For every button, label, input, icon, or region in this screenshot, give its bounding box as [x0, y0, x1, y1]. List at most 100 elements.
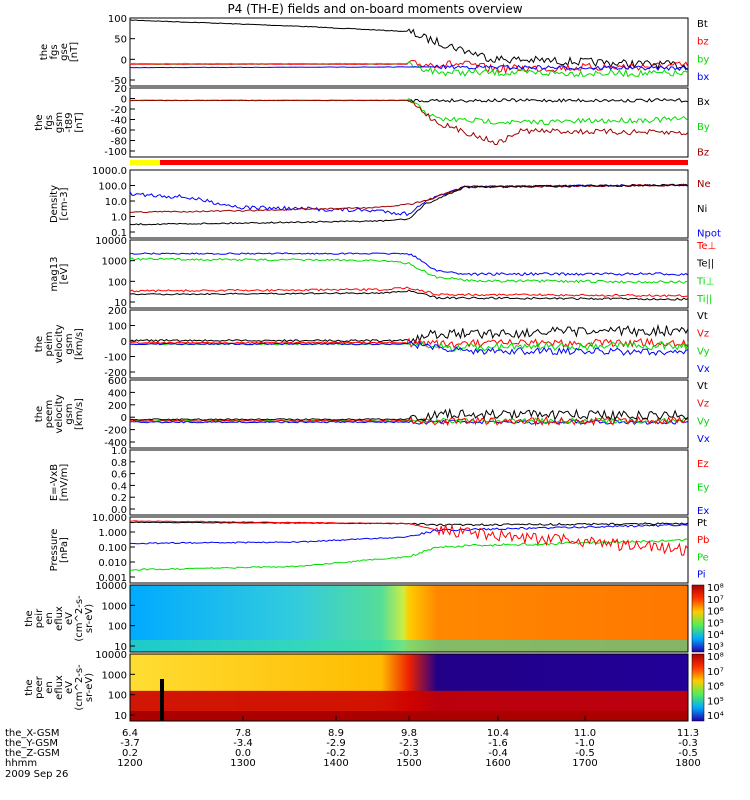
y-tick-label: -100	[104, 353, 127, 364]
x-tick-label: -3.4	[233, 738, 253, 749]
series-p6-3	[129, 407, 689, 422]
panel-p10: 10⁸ 10⁷ 10⁶ 10⁵ 10⁴ 10000 1000 100 10 the peer en ef…	[24, 650, 724, 722]
y-tick-label: 50	[114, 35, 127, 46]
panel-p2: 200-20-40-60-80-100 the fgs gsm -t89 [nT] Bx By…	[34, 84, 710, 158]
y-tick-label: 600	[108, 376, 127, 387]
y-tick-label: 200	[108, 401, 127, 412]
y-axis-label: Pressure	[49, 529, 60, 572]
x-tick-label: 1300	[230, 758, 255, 769]
series-p4-2	[129, 286, 689, 298]
series-p6-2	[129, 415, 689, 427]
y-tick-label: -80	[111, 137, 127, 148]
legend-Vt: Vt	[697, 311, 708, 322]
y-axis-label: eflux	[54, 675, 65, 700]
y-tick-label: 1.0	[111, 213, 127, 224]
y-tick-label: 100	[108, 322, 127, 333]
series-p8-3	[130, 520, 689, 556]
y-axis-label: fgs	[49, 44, 60, 59]
legend-Vy: Vy	[697, 416, 710, 427]
y-tick-label: 0.010	[98, 558, 127, 569]
panel-p8: 10.000 1.000 0.100 0.010 0.001 Pressure [nPa] P…	[49, 513, 709, 584]
y-tick-label: 0.0	[111, 505, 127, 516]
y-tick-label: 1.0	[111, 446, 127, 457]
colorbar-label: 10⁸	[707, 583, 724, 594]
y-tick-label: 100	[108, 14, 127, 25]
x-tick-label: -1.0	[575, 738, 595, 749]
plot-frame-p7	[129, 449, 689, 516]
y-tick-label: 10000	[95, 581, 127, 592]
colorbar-label: 10⁷	[707, 595, 724, 606]
x-tick-label: 1700	[572, 758, 597, 769]
y-tick-label: 10	[114, 642, 127, 653]
x-tick-label: -0.2	[326, 748, 346, 759]
series-p2-2	[130, 99, 689, 145]
legend-Pt: Pt	[697, 518, 707, 529]
y-axis-label: [km/s]	[74, 328, 85, 360]
x-tick-label: -2.3	[399, 738, 419, 749]
y-axis-label: gse	[59, 43, 70, 61]
y-axis-label: mag13	[49, 257, 60, 292]
colorbar-p10: 10⁸ 10⁷ 10⁶ 10⁵ 10⁴	[691, 652, 724, 722]
x-tick-label: -0.5	[678, 748, 698, 759]
x-tick-label: 11.3	[677, 728, 699, 739]
y-tick-label: 1000.0	[92, 166, 127, 177]
y-tick-label: 100	[108, 277, 127, 288]
y-axis-label: velocity	[54, 394, 65, 433]
legend-Pe: Pe	[697, 552, 709, 563]
legend-Te||: Te||	[696, 259, 714, 270]
colorbar-label: 10⁵	[707, 618, 724, 629]
x-tick-label: -0.5	[575, 748, 595, 759]
x-tick-label: 1600	[485, 758, 510, 769]
colorbar-label: 10⁴	[707, 711, 724, 722]
y-tick-label: 0.2	[111, 493, 127, 504]
colorbar-label: 10⁵	[707, 696, 724, 707]
x-tick-label: -3.7	[120, 738, 140, 749]
y-axis-label: the	[24, 610, 35, 626]
y-axis-label: velocity	[54, 324, 65, 363]
y-axis-label: gsm	[64, 403, 75, 424]
x-tick-label: -2.9	[326, 738, 346, 749]
legend-Bz: Bz	[697, 147, 709, 158]
panel-p7: 1.00.80.60.40.20.0 E=-VxB [mV/m] Ez Ey Ex	[49, 446, 709, 517]
legend-Vy: Vy	[697, 346, 710, 357]
y-tick-label: 0	[121, 55, 127, 66]
y-axis-label: en	[44, 612, 55, 625]
colorbar-label: 10⁷	[707, 667, 724, 678]
x-row-label: the_Z-GSM	[5, 748, 60, 759]
y-tick-label: -400	[104, 438, 127, 449]
panel-p4: 10000 1000 100 10 mag13 [eV] Te⊥ Te|| Ti⊥ Ti||	[49, 236, 716, 309]
x-tick-label: 9.8	[401, 728, 417, 739]
y-tick-label: 0.100	[98, 543, 127, 554]
x-tick-label: 1200	[117, 758, 142, 769]
plot-frame-p6	[129, 379, 689, 449]
chart-title: P4 (TH-E) fields and on-board moments ov…	[227, 2, 522, 16]
y-axis-label: E=-VxB	[49, 464, 60, 501]
series-p8-1	[130, 523, 689, 545]
y-axis-label: fgs	[44, 115, 55, 130]
y-tick-label: 0	[121, 337, 127, 348]
colorbar-label: 10⁸	[707, 652, 724, 663]
x-row-label: the_Y-GSM	[5, 738, 58, 749]
panel-p3: 1000.0 100.0 10.0 1.0 0.1 Density [cm-3] Ne Ni Np…	[49, 166, 721, 240]
x-tick-label: -0.3	[399, 748, 419, 759]
y-tick-label: 10000	[95, 236, 127, 247]
y-tick-label: 0.1	[111, 228, 127, 239]
y-tick-label: 1000	[102, 670, 127, 681]
y-axis-label: (cm^2-s-	[74, 664, 85, 711]
panel-p1: 100 50 0 -50 the fgs gse [nT] Bt bz by bx	[39, 14, 709, 87]
legend-Pi: Pi	[697, 569, 706, 580]
y-tick-label: 100	[108, 622, 127, 633]
y-tick-label: 0.4	[111, 481, 127, 492]
y-tick-label: 0.001	[98, 573, 127, 584]
y-tick-label: -200	[104, 426, 127, 437]
y-axis-label: en	[44, 681, 55, 694]
y-axis-label: [mV/m]	[59, 464, 70, 502]
x-tick-label: 7.8	[235, 728, 251, 739]
x-tick-label: -0.3	[678, 738, 698, 749]
x-tick-label: 1400	[323, 758, 348, 769]
plot-frame-p1	[129, 17, 689, 87]
y-axis-label: [cm-3]	[59, 187, 70, 220]
